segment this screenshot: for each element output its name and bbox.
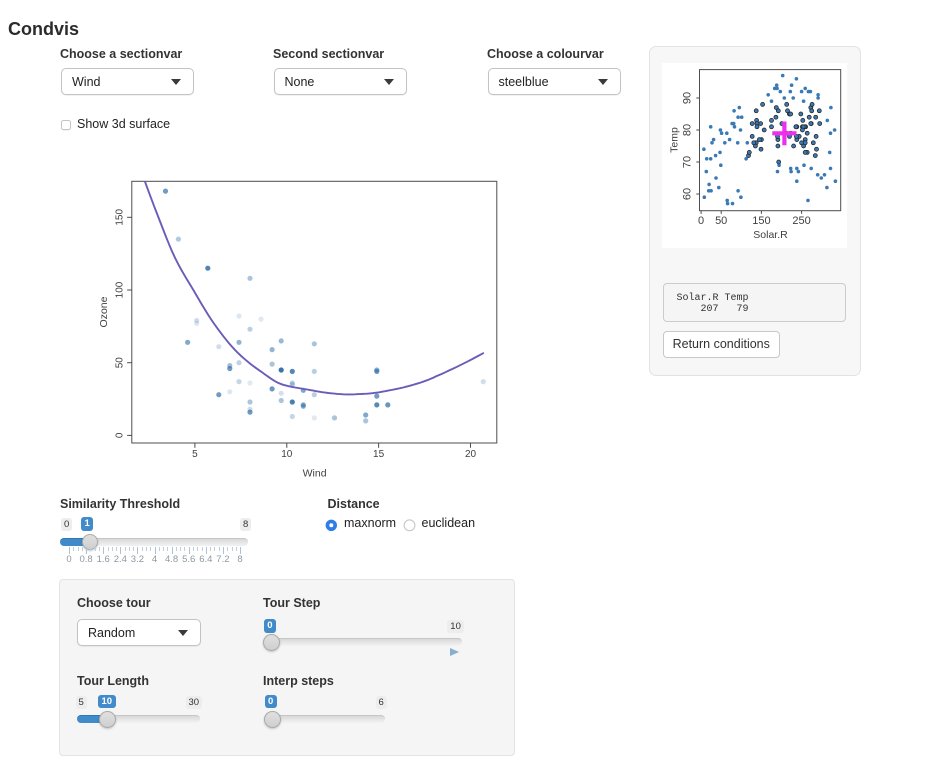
svg-text:50: 50 — [115, 357, 126, 369]
svg-text:50: 50 — [715, 215, 727, 227]
svg-text:150: 150 — [115, 209, 126, 226]
svg-text:100: 100 — [115, 281, 126, 298]
svg-text:150: 150 — [752, 215, 770, 227]
svg-text:Ozone: Ozone — [98, 296, 110, 327]
svg-text:0: 0 — [698, 215, 704, 227]
svg-text:Temp: Temp — [669, 127, 681, 153]
svg-text:20: 20 — [465, 449, 477, 460]
svg-text:0: 0 — [115, 432, 126, 438]
svg-text:15: 15 — [373, 449, 385, 460]
svg-text:10: 10 — [281, 449, 293, 460]
svg-text:Solar.R: Solar.R — [753, 229, 788, 241]
svg-text:60: 60 — [682, 188, 694, 200]
svg-text:90: 90 — [682, 92, 694, 104]
svg-text:250: 250 — [792, 215, 810, 227]
svg-text:70: 70 — [682, 156, 694, 168]
svg-text:80: 80 — [682, 124, 694, 136]
svg-text:5: 5 — [192, 449, 198, 460]
svg-text:Wind: Wind — [303, 468, 327, 480]
